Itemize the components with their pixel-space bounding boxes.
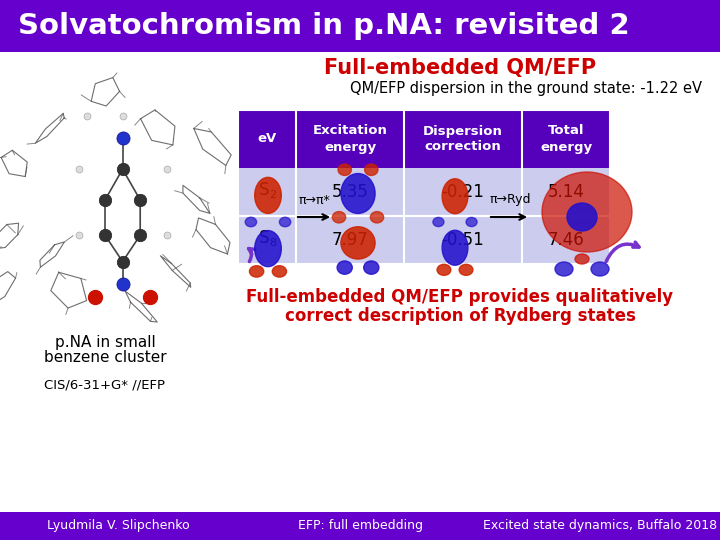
Ellipse shape	[341, 173, 375, 213]
Ellipse shape	[442, 230, 468, 265]
Text: -0.51: -0.51	[441, 231, 485, 249]
Text: Dispersion
correction: Dispersion correction	[423, 125, 503, 153]
Text: 8: 8	[269, 238, 276, 248]
Point	[81, 112, 93, 121]
Text: eV: eV	[257, 132, 276, 145]
Text: p.NA in small: p.NA in small	[55, 334, 156, 349]
Ellipse shape	[555, 262, 573, 276]
Text: S: S	[258, 181, 269, 199]
Ellipse shape	[364, 261, 379, 274]
Text: Full-embedded QM/EFP provides qualitatively: Full-embedded QM/EFP provides qualitativ…	[246, 288, 674, 306]
Ellipse shape	[567, 203, 597, 231]
Ellipse shape	[341, 227, 375, 259]
Text: 5.35: 5.35	[332, 183, 369, 201]
Ellipse shape	[542, 172, 632, 252]
Ellipse shape	[255, 177, 282, 213]
Text: π→π*: π→π*	[298, 193, 330, 206]
Point	[117, 112, 128, 121]
Ellipse shape	[255, 231, 282, 267]
Ellipse shape	[272, 266, 287, 277]
Ellipse shape	[249, 266, 264, 277]
Ellipse shape	[338, 164, 351, 176]
Bar	[0, 0, 720, 52]
Bar	[238, 216, 610, 264]
Text: CIS/6-31+G* //EFP: CIS/6-31+G* //EFP	[45, 379, 166, 392]
Text: benzene cluster: benzene cluster	[44, 350, 166, 366]
Text: π→Ryd: π→Ryd	[490, 193, 531, 206]
Text: Excited state dynamics, Buffalo 2018: Excited state dynamics, Buffalo 2018	[483, 519, 717, 532]
Ellipse shape	[279, 217, 291, 227]
Ellipse shape	[442, 179, 468, 214]
Text: QM/EFP dispersion in the ground state: -1.22 eV: QM/EFP dispersion in the ground state: -…	[350, 80, 702, 96]
Text: Excitation
energy: Excitation energy	[312, 125, 387, 153]
Point	[117, 134, 128, 143]
Point	[135, 231, 146, 240]
Ellipse shape	[466, 218, 477, 227]
Point	[135, 195, 146, 204]
Ellipse shape	[437, 264, 451, 275]
Ellipse shape	[337, 261, 352, 274]
Point	[117, 279, 128, 288]
Text: 5.14: 5.14	[548, 183, 585, 201]
Bar	[238, 110, 610, 264]
Text: Lyudmila V. Slipchenko: Lyudmila V. Slipchenko	[47, 519, 189, 532]
Ellipse shape	[364, 164, 378, 176]
Bar	[238, 168, 610, 216]
Text: Solvatochromism in p.NA: revisited 2: Solvatochromism in p.NA: revisited 2	[18, 12, 629, 40]
Text: -0.21: -0.21	[441, 183, 485, 201]
Text: 7.46: 7.46	[548, 231, 585, 249]
Point	[161, 165, 172, 173]
Text: EFP: full embedding: EFP: full embedding	[297, 519, 423, 532]
Ellipse shape	[370, 212, 384, 223]
Ellipse shape	[433, 218, 444, 227]
Point	[89, 293, 101, 301]
Point	[73, 165, 84, 173]
Ellipse shape	[591, 262, 609, 276]
Text: Full-embedded QM/EFP: Full-embedded QM/EFP	[324, 58, 596, 78]
Point	[117, 257, 128, 266]
Bar	[0, 512, 720, 540]
Ellipse shape	[575, 254, 589, 264]
Text: correct description of Rydberg states: correct description of Rydberg states	[284, 307, 636, 325]
Ellipse shape	[333, 212, 346, 223]
Ellipse shape	[246, 217, 256, 227]
Ellipse shape	[459, 264, 473, 275]
Text: 7.97: 7.97	[332, 231, 369, 249]
Point	[117, 165, 128, 173]
Text: S: S	[258, 229, 269, 247]
Text: 2: 2	[269, 190, 276, 200]
Text: Total
energy: Total energy	[540, 125, 592, 153]
Point	[145, 293, 156, 301]
Bar	[238, 110, 610, 168]
Point	[99, 195, 111, 204]
Point	[73, 231, 84, 240]
Point	[161, 231, 172, 240]
Point	[99, 231, 111, 240]
